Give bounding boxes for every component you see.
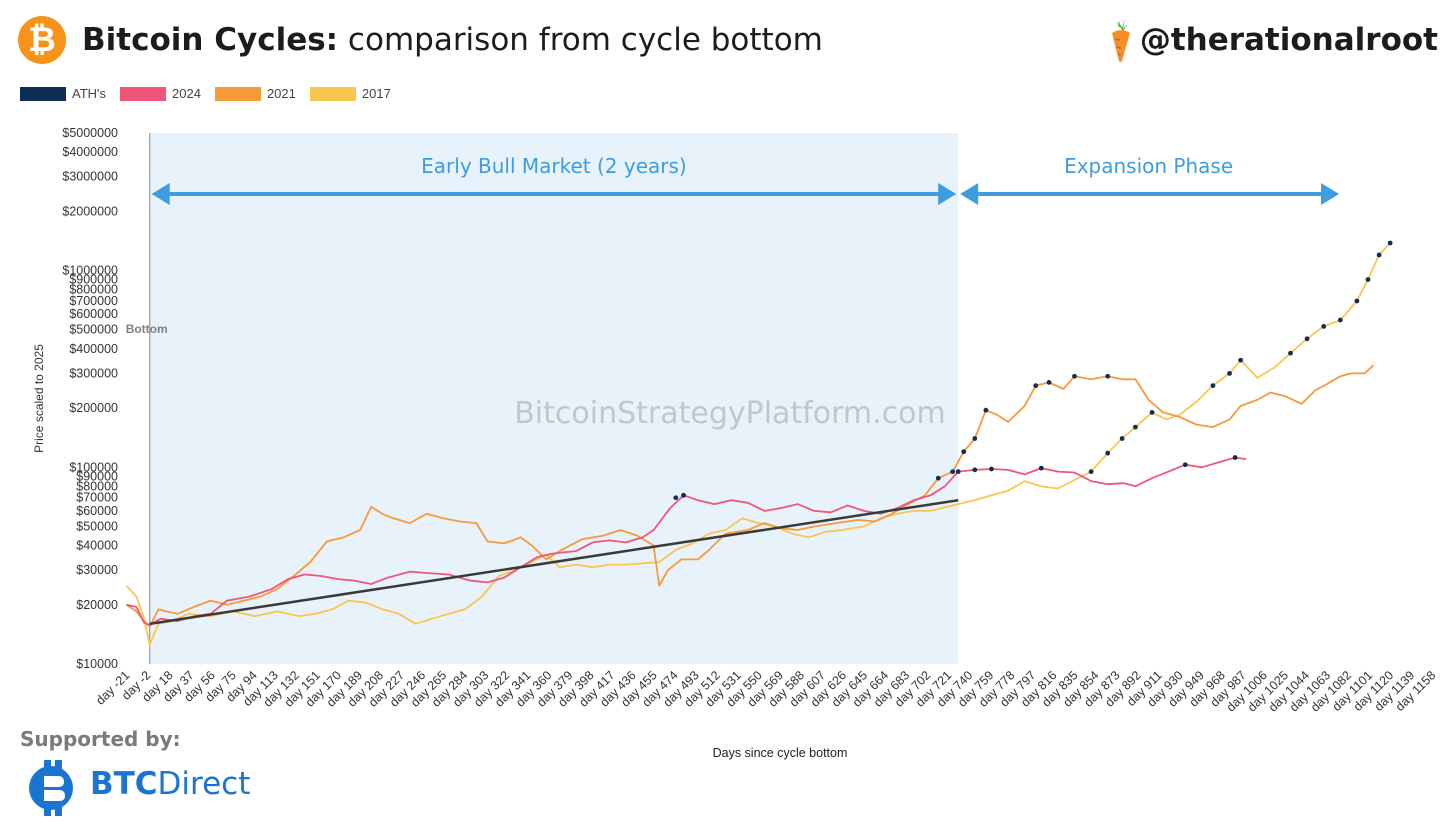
y-tick-label: $900000: [69, 273, 118, 287]
y-tick-label: $300000: [69, 366, 118, 380]
legend-swatch-2024: [120, 86, 167, 101]
series-line-2024: [126, 456, 1247, 626]
supported-by-label: Supported by:: [20, 727, 181, 751]
legend: ATH's 2024 2021 2017: [20, 86, 405, 101]
early-bull-arrow-head-right: [938, 183, 957, 205]
y-tick-label: $90000: [76, 469, 118, 483]
btcdirect-wordmark: BTCDirect: [90, 766, 250, 802]
expansion-label: Expansion Phase: [1064, 154, 1233, 178]
y-tick-label: $500000: [69, 323, 118, 337]
legend-label-ath: ATH's: [72, 86, 107, 101]
brand-bold: BTC: [90, 766, 158, 802]
ath-point: [1337, 317, 1343, 323]
series-line-2021: [125, 364, 1375, 628]
y-tick-label: $40000: [76, 539, 118, 553]
bitcoin-logo-icon: ₿: [18, 16, 66, 64]
ath-point: [1387, 240, 1393, 246]
ath-point: [1038, 465, 1044, 471]
btcdirect-mark-icon: [29, 760, 73, 816]
y-tick-label: $2000000: [62, 204, 118, 218]
ath-point: [681, 492, 686, 498]
legend-label-2024: 2024: [172, 86, 201, 101]
y-tick-label: $1000000: [62, 264, 118, 278]
legend-label-2021: 2021: [266, 86, 296, 101]
ath-point: [1321, 323, 1327, 329]
y-tick-label: $700000: [69, 294, 118, 308]
y-tick-label: $4000000: [62, 145, 118, 159]
y-tick-label: $50000: [76, 519, 118, 533]
ath-point: [1227, 370, 1232, 376]
y-tick-label: $600000: [69, 307, 118, 321]
y-tick-label: $80000: [76, 479, 118, 493]
ath-point: [1088, 469, 1094, 475]
y-tick-label: $20000: [76, 598, 118, 612]
y-tick-label: $60000: [76, 504, 118, 518]
ath-point: [1105, 450, 1111, 456]
chart-title: Bitcoin Cycles: comparison from cycle bo…: [82, 22, 823, 58]
ath-point: [1072, 373, 1077, 379]
ath-point: [1354, 298, 1360, 304]
ath-point: [1238, 357, 1244, 363]
y-tick-label: $800000: [69, 283, 118, 297]
x-axis-label: Days since cycle bottom: [713, 746, 848, 760]
trend-line: [149, 498, 959, 626]
y-tick-label: $400000: [69, 342, 118, 356]
ath-point: [1304, 336, 1310, 342]
early-bull-arrow-head-left: [151, 183, 170, 205]
y-tick-label: $70000: [76, 491, 118, 505]
ath-point: [972, 436, 978, 441]
y-tick-label: $30000: [76, 563, 118, 577]
y-tick-label: $200000: [69, 401, 118, 415]
y-tick-label: $5000000: [62, 126, 118, 140]
ath-point: [1119, 436, 1125, 441]
title-bold: Bitcoin Cycles:: [82, 22, 339, 58]
early-bull-region: [149, 133, 959, 664]
ath-point: [1046, 379, 1052, 385]
bottom-label: Bottom: [126, 322, 168, 336]
watermark: BitcoinStrategyPlatform.com: [514, 396, 946, 431]
expansion-arrow-head-right: [1321, 183, 1340, 205]
ath-point: [1232, 455, 1238, 460]
ath-point: [961, 449, 967, 455]
y-axis-label: Price scaled to 2025: [32, 344, 46, 453]
ath-point: [1376, 252, 1382, 258]
ath-point: [1133, 424, 1138, 430]
ath-point: [1365, 277, 1371, 282]
legend-swatch-ath: [20, 86, 66, 101]
ath-point: [989, 466, 994, 472]
author-handle: @therationalroot: [1108, 18, 1438, 62]
ath-point: [983, 407, 989, 413]
handle-text: @therationalroot: [1139, 22, 1438, 58]
ath-point: [1033, 383, 1039, 389]
y-tick-label: $3000000: [62, 170, 118, 184]
early-bull-label: Early Bull Market (2 years): [421, 154, 687, 178]
title-rest: comparison from cycle bottom: [338, 22, 823, 58]
y-tick-label: $100000: [69, 460, 118, 474]
ath-point: [1182, 462, 1188, 468]
ath-point: [972, 467, 978, 473]
legend-item-ath[interactable]: ATH's: [20, 86, 106, 101]
header: ₿ Bitcoin Cycles: comparison from cycle …: [18, 16, 1438, 66]
ath-point: [950, 469, 956, 475]
ath-point: [935, 475, 941, 481]
legend-label-2017: 2017: [361, 86, 391, 101]
legend-swatch-2021: [214, 86, 261, 101]
ath-point: [1105, 373, 1111, 379]
expansion-arrow-head-left: [960, 183, 979, 205]
legend-item-2024[interactable]: 2024: [120, 86, 201, 101]
ath-point: [673, 495, 679, 501]
ath-point: [1288, 350, 1293, 356]
legend-item-2017[interactable]: 2017: [309, 86, 391, 101]
btcdirect-logo[interactable]: BTCDirect: [24, 756, 264, 816]
ath-point: [1149, 410, 1155, 415]
legend-swatch-2017: [309, 86, 356, 101]
carrot-icon: [1111, 19, 1130, 62]
ath-point: [1210, 383, 1216, 389]
ath-point: [955, 469, 961, 475]
brand-rest: Direct: [157, 766, 251, 802]
y-tick-label: $10000: [76, 657, 118, 671]
legend-item-2021[interactable]: 2021: [214, 86, 296, 101]
